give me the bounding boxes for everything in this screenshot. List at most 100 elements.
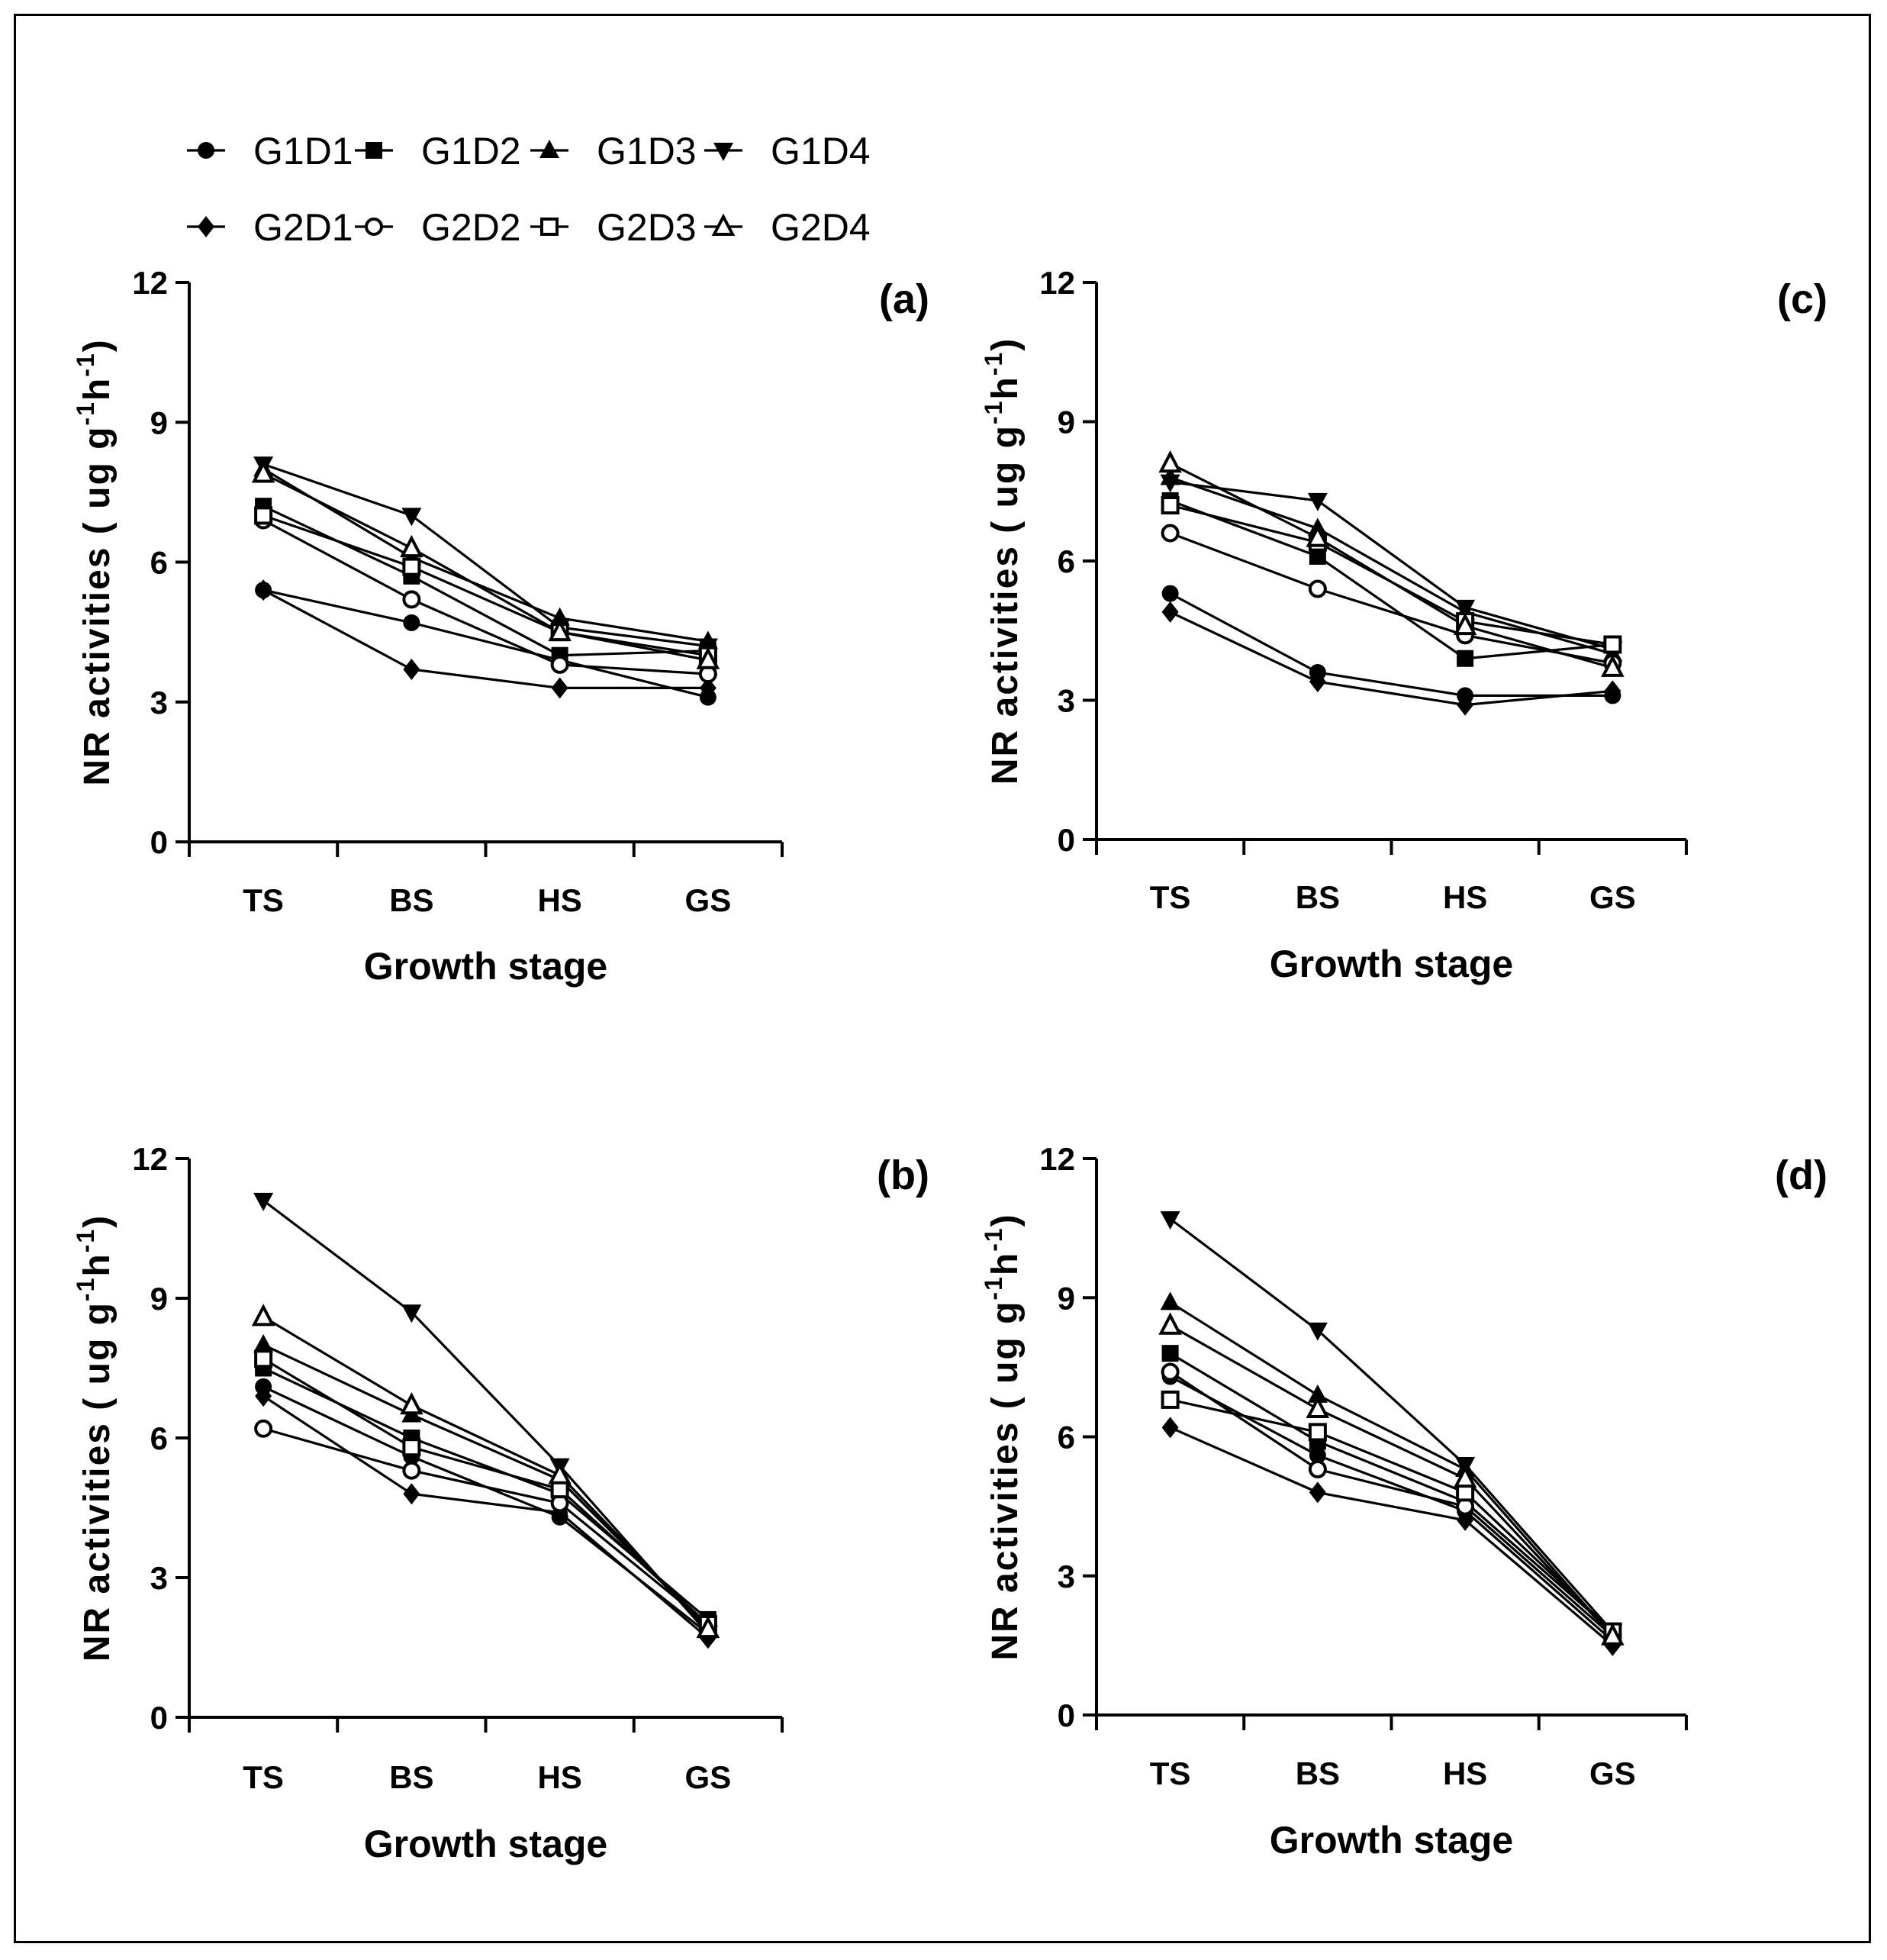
chart-panel-a: 0 3 6 9 12 TS BS HS GS Growth stage NR activities … (72, 265, 929, 988)
series-line-g2d3 (262, 1357, 709, 1626)
data-point-g2d2-bs (1308, 1460, 1327, 1479)
x-tick-label-bs: BS (1296, 879, 1340, 915)
legend-marker-diamond-filled (198, 216, 214, 237)
x-tick-label-hs: HS (537, 882, 581, 918)
legend-item-g2d3: G2D3 (530, 206, 697, 249)
legend-label: G2D3 (597, 206, 697, 249)
legend-label: G1D2 (421, 130, 521, 172)
data-point-g2d3-ts (254, 1349, 273, 1368)
data-point-g2d1-bs (1309, 1481, 1326, 1504)
x-tick-label-hs: HS (537, 1759, 581, 1795)
data-point-g2d1-ts (1161, 1417, 1179, 1439)
x-axis-title: Growth stage (1270, 943, 1513, 985)
data-point-g2d2-bs (1308, 579, 1327, 598)
series-line-g2d4 (262, 472, 709, 662)
legend-item-g1d4: G1D4 (704, 130, 871, 172)
data-point-g2d2-ts (1161, 1362, 1180, 1381)
x-tick-label-bs: BS (1296, 1755, 1340, 1791)
series-markers (253, 1192, 719, 1649)
data-point-g2d2-ts (1161, 524, 1180, 543)
data-point-g2d1-ts (1161, 601, 1179, 623)
y-tick-label: 6 (1058, 543, 1075, 579)
x-tick-label-ts: TS (243, 882, 284, 918)
x-tick-label-hs: HS (1443, 1755, 1487, 1791)
series-line-g2d4 (1169, 1324, 1614, 1637)
y-tick-label: 6 (150, 545, 168, 581)
series-line-g2d4 (1169, 462, 1613, 669)
legend-item-g1d3: G1D3 (530, 130, 697, 172)
y-tick-label: 12 (132, 265, 168, 301)
data-point-g1d1-bs (403, 614, 420, 631)
data-point-g1d4-bs (1307, 492, 1328, 511)
legend-label: G1D4 (771, 130, 871, 172)
series-line-g2d2 (1170, 532, 1613, 665)
data-point-g1d2-hs (1457, 650, 1474, 667)
series-markers (253, 456, 719, 706)
data-point-g2d3-ts (254, 506, 273, 525)
series-line-g2d2 (1169, 1371, 1614, 1637)
data-point-g2d1-hs (551, 677, 568, 699)
legend-marker-square-filled (365, 142, 382, 159)
series-line-g1d3 (1170, 475, 1613, 656)
legend-item-g2d1: G2D1 (187, 206, 353, 249)
x-tick-label-gs: GS (685, 1759, 732, 1795)
data-point-g2d4-bs (401, 1394, 423, 1415)
series-line-g1d3 (262, 467, 709, 643)
x-axis-title: Growth stage (364, 945, 607, 988)
data-point-g2d1-ts (255, 579, 272, 601)
panel-label: (b) (877, 1152, 929, 1198)
legend-label: G2D1 (253, 206, 353, 249)
series-lines (262, 1199, 710, 1639)
series-line-g2d1 (262, 1394, 709, 1639)
series-line-g2d2 (262, 519, 709, 675)
x-tick-label-gs: GS (1589, 1755, 1636, 1791)
series-line-g1d1 (262, 588, 709, 699)
legend: G1D1 G1D2 G1D3 G1D4 G2D1 G2D2 G2D3 G2D4 (187, 130, 871, 249)
y-tick-label: 3 (1058, 1559, 1075, 1594)
legend-label: G1D3 (597, 130, 697, 172)
x-tick-label-bs: BS (389, 882, 433, 918)
legend-marker-triangle-up-filled (539, 140, 559, 158)
series-line-g1d1 (1169, 592, 1613, 698)
y-tick-label: 3 (150, 1560, 168, 1596)
y-tick-label: 9 (1058, 405, 1075, 440)
data-point-g2d4-ts (253, 1305, 275, 1327)
x-tick-label-bs: BS (389, 1759, 433, 1795)
y-tick-label: 12 (1039, 1141, 1075, 1177)
y-tick-label: 0 (150, 824, 168, 860)
legend-item-g1d2: G1D2 (355, 130, 521, 172)
legend-item-g2d2: G2D2 (355, 206, 521, 249)
data-point-g2d3-bs (402, 1438, 421, 1457)
legend-label: G2D2 (421, 206, 521, 249)
series-lines (262, 463, 709, 699)
data-point-g2d1-bs (403, 658, 420, 680)
data-point-g2d4-ts (1159, 1314, 1181, 1335)
series-line-g1d2 (1169, 1352, 1614, 1633)
series-line-g1d4 (1170, 481, 1613, 651)
data-point-g2d2-hs (550, 655, 569, 674)
x-tick-label-ts: TS (1150, 1755, 1191, 1791)
data-point-g2d3-gs (1603, 635, 1622, 654)
y-tick-label: 0 (150, 1700, 168, 1736)
series-line-g2d1 (1169, 1426, 1614, 1647)
figure-frame (14, 14, 1871, 1943)
legend-marker-square-open (540, 218, 559, 236)
y-tick-label: 9 (1058, 1280, 1075, 1316)
y-axis-title: NR activities ( ug g-1h-1) (72, 338, 118, 785)
data-point-g2d2-bs (402, 1461, 421, 1480)
data-point-g2d1-bs (403, 1483, 420, 1505)
series-line-g1d2 (1170, 499, 1613, 660)
y-tick-label: 6 (1058, 1420, 1075, 1455)
series-line-g2d1 (262, 588, 708, 690)
x-tick-label-hs: HS (1443, 879, 1487, 915)
panel-label: (a) (879, 276, 929, 322)
data-point-g2d2-ts (254, 1419, 273, 1438)
data-point-g1d3-ts (1160, 1291, 1180, 1310)
data-point-g2d3-bs (402, 557, 421, 576)
data-point-g2d3-bs (1308, 1423, 1327, 1442)
panel-label: (d) (1775, 1152, 1827, 1198)
y-tick-label: 6 (150, 1420, 168, 1456)
legend-marker-circle-open (365, 218, 383, 236)
y-tick-label: 12 (1039, 265, 1075, 301)
y-axis-title: NR activities ( ug g-1h-1) (980, 1213, 1026, 1660)
